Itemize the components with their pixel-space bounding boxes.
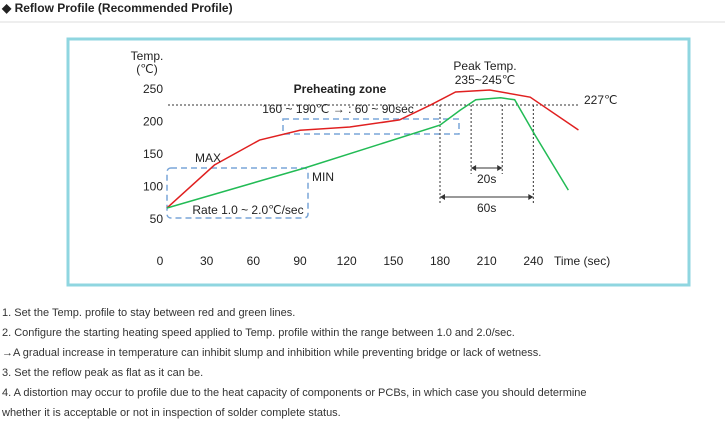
heading: ◆ Reflow Profile (Recommended Profile) [1,1,233,15]
note: 4. A distortion may occur to profile due… [2,387,587,399]
note: 2. Configure the starting heating speed … [2,327,515,339]
preheat-text: 160 ~ 190℃ → : 60 ~ 90sec [262,102,414,116]
x-tick-label: 90 [293,254,307,268]
x-tick-label: 120 [337,254,357,268]
reference-label: 227℃ [584,93,618,107]
x-tick-label: 210 [477,254,497,268]
x-label: Time (sec) [554,254,610,268]
x-tick-label: 60 [247,254,261,268]
y-tick-label: 250 [143,82,163,96]
y-label: (℃) [136,62,157,76]
note: whether it is acceptable or not in inspe… [1,407,341,419]
peak-range: 235~245℃ [455,73,516,87]
preheat-title: Preheating zone [294,82,387,96]
x-tick-label: 180 [430,254,450,268]
y-tick-label: 50 [150,212,164,226]
x-tick-label: 150 [383,254,403,268]
series-label: MAX [195,151,221,165]
peak-title: Peak Temp. [453,59,516,73]
y-tick-label: 100 [143,180,163,194]
series-line [166,97,569,209]
y-tick-label: 150 [143,147,163,161]
y-label: Temp. [131,49,164,63]
rate-box [166,167,309,219]
rate-text: Rate 1.0 ~ 2.0℃/sec [192,203,303,217]
note: 1. Set the Temp. profile to stay between… [2,307,295,319]
note: →A gradual increase in temperature can i… [2,347,541,359]
preheat-box [282,118,460,135]
series-label: MIN [312,170,334,184]
span-label: 20s [477,172,496,186]
x-tick-label: 30 [200,254,214,268]
y-tick-label: 200 [143,115,163,129]
series-line [166,89,579,209]
note: 3. Set the reflow peak as flat as it can… [2,367,203,379]
x-tick-label: 240 [523,254,543,268]
chart-frame [66,37,691,287]
span-label: 60s [477,201,496,215]
x-tick-label: 0 [157,254,164,268]
